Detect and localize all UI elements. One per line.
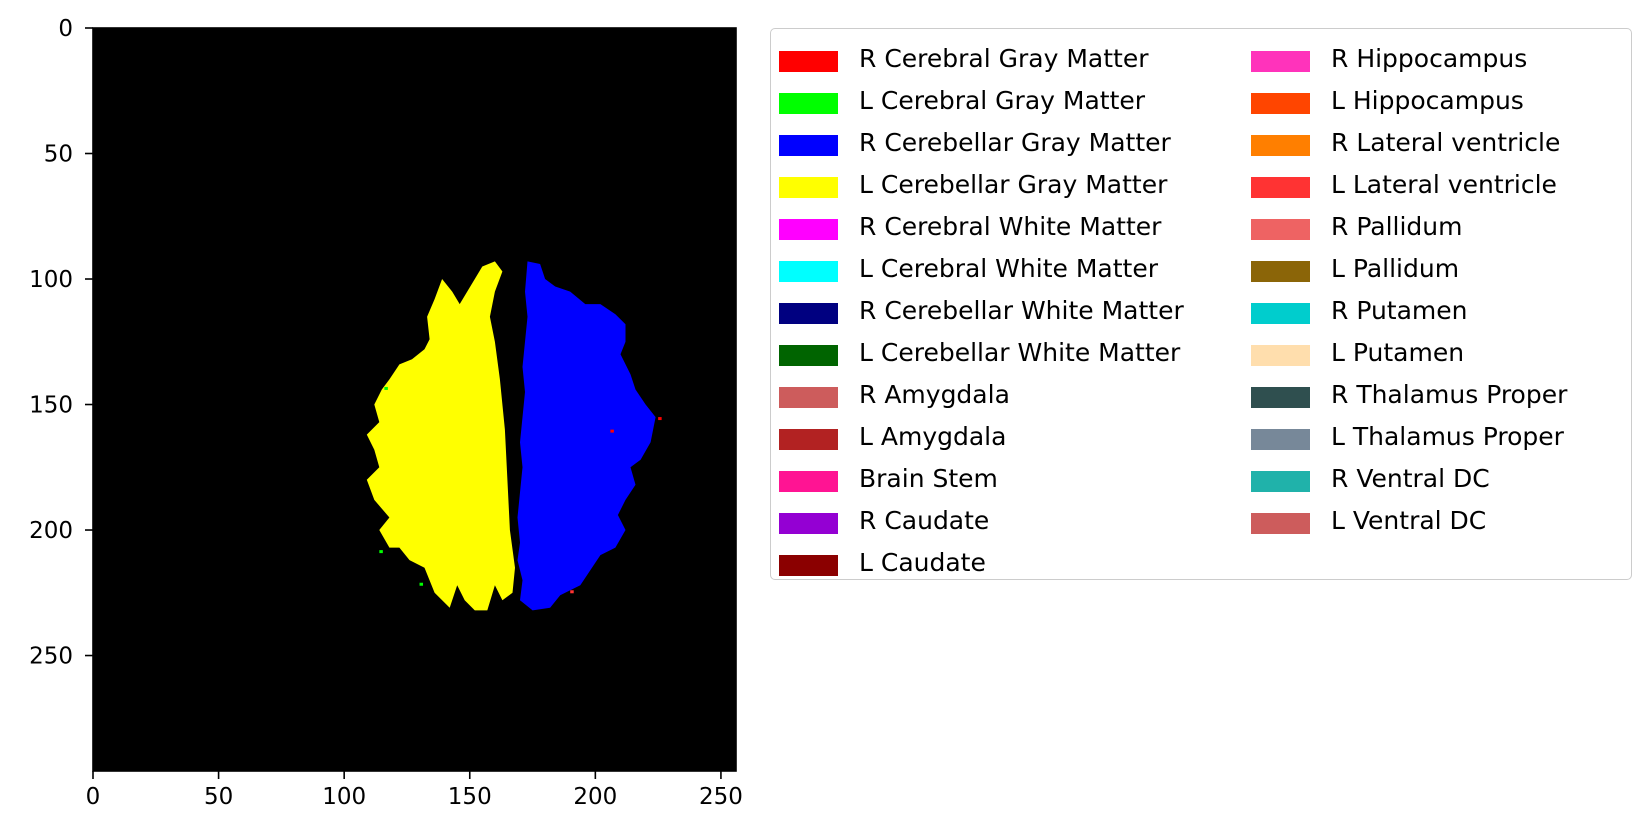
legend-label: R Hippocampus <box>1331 44 1528 73</box>
legend-label: R Pallidum <box>1331 212 1463 241</box>
legend-item-l-thalamus-proper: L Thalamus Proper <box>1243 419 1645 459</box>
y-tick-label-2: 100 <box>29 267 73 293</box>
y-tick-label-0: 0 <box>58 16 73 42</box>
legend-item-l-amygdala: L Amygdala <box>771 419 1191 459</box>
legend-swatch <box>779 135 838 156</box>
legend-item-r-cerebellar-white-matter: R Cerebellar White Matter <box>771 293 1191 333</box>
region-r-cerebral-gray-matter-pixel-0 <box>610 429 614 433</box>
legend-item-r-thalamus-proper: R Thalamus Proper <box>1243 377 1645 417</box>
legend-item-r-amygdala: R Amygdala <box>771 377 1191 417</box>
legend-swatch <box>779 219 838 240</box>
legend-label: L Caudate <box>859 548 986 577</box>
legend-label: R Thalamus Proper <box>1331 380 1568 409</box>
legend-swatch <box>1251 513 1310 534</box>
legend-label: L Amygdala <box>859 422 1007 451</box>
legend-swatch <box>1251 471 1310 492</box>
legend-item-r-cerebellar-gray-matter: R Cerebellar Gray Matter <box>771 125 1191 165</box>
legend-label: L Cerebral Gray Matter <box>859 86 1146 115</box>
legend-item-l-putamen: L Putamen <box>1243 335 1645 375</box>
legend-item-r-lateral-ventricle: R Lateral ventricle <box>1243 125 1645 165</box>
legend-item-l-hippocampus: L Hippocampus <box>1243 83 1645 123</box>
legend-item-r-hippocampus: R Hippocampus <box>1243 41 1645 81</box>
legend-item-l-pallidum: L Pallidum <box>1243 251 1645 291</box>
region-l-lateral-ventricle-pixel-0 <box>570 590 574 594</box>
legend-item-r-pallidum: R Pallidum <box>1243 209 1645 249</box>
legend-item-l-ventral-dc: L Ventral DC <box>1243 503 1645 543</box>
x-tick-label-0: 0 <box>86 784 101 810</box>
legend-label: L Cerebellar White Matter <box>859 338 1181 367</box>
axes-frame <box>92 27 737 772</box>
legend-swatch <box>779 387 838 408</box>
legend-label: L Pallidum <box>1331 254 1460 283</box>
legend-label: R Caudate <box>859 506 990 535</box>
legend-item-r-caudate: R Caudate <box>771 503 1191 543</box>
legend-swatch <box>779 51 838 72</box>
x-tick-label-3: 150 <box>448 784 492 810</box>
legend-swatch <box>779 555 838 576</box>
legend-label: L Putamen <box>1331 338 1465 367</box>
legend-label: L Cerebral White Matter <box>859 254 1158 283</box>
region-l-cerebral-gray-matter-pixel-0 <box>384 386 388 390</box>
legend-swatch <box>1251 177 1310 198</box>
region-r-cerebral-gray-matter-pixel-1 <box>658 417 662 421</box>
legend-item-l-cerebellar-white-matter: L Cerebellar White Matter <box>771 335 1191 375</box>
legend-item-r-ventral-dc: R Ventral DC <box>1243 461 1645 501</box>
legend-item-l-caudate: L Caudate <box>771 545 1191 585</box>
legend-swatch <box>779 429 838 450</box>
legend-swatch <box>779 93 838 114</box>
legend-item-l-lateral-ventricle: L Lateral ventricle <box>1243 167 1645 207</box>
legend-swatch <box>779 303 838 324</box>
legend-label: R Cerebellar White Matter <box>859 296 1184 325</box>
x-tick-label-4: 200 <box>573 784 617 810</box>
y-tick-label-4: 200 <box>29 518 73 544</box>
legend-label: L Cerebellar Gray Matter <box>859 170 1168 199</box>
region-r-cerebellar-gray-matter <box>517 261 656 611</box>
legend-label: R Cerebellar Gray Matter <box>859 128 1171 157</box>
legend-label: R Lateral ventricle <box>1331 128 1561 157</box>
legend-item-l-cerebral-gray-matter: L Cerebral Gray Matter <box>771 83 1191 123</box>
legend-label: R Ventral DC <box>1331 464 1490 493</box>
legend-swatch <box>779 261 838 282</box>
legend-swatch <box>1251 429 1310 450</box>
legend-swatch <box>779 345 838 366</box>
legend-swatch <box>1251 261 1310 282</box>
legend: R Cerebral Gray Matter L Cerebral Gray Ma… <box>770 28 1632 580</box>
legend-swatch <box>1251 387 1310 408</box>
legend-label: L Hippocampus <box>1331 86 1524 115</box>
y-tick-label-5: 250 <box>29 644 73 670</box>
legend-label: R Amygdala <box>859 380 1010 409</box>
legend-label: R Cerebral Gray Matter <box>859 44 1149 73</box>
legend-swatch <box>1251 93 1310 114</box>
legend-item-brain-stem: Brain Stem <box>771 461 1191 501</box>
x-tick-label-2: 100 <box>322 784 366 810</box>
x-tick-label-5: 250 <box>699 784 743 810</box>
legend-swatch <box>779 471 838 492</box>
legend-item-l-cerebellar-gray-matter: L Cerebellar Gray Matter <box>771 167 1191 207</box>
legend-swatch <box>1251 303 1310 324</box>
legend-label: R Putamen <box>1331 296 1468 325</box>
region-l-cerebral-gray-matter-pixel-1 <box>379 550 383 554</box>
legend-item-r-cerebral-gray-matter: R Cerebral Gray Matter <box>771 41 1191 81</box>
y-tick-label-1: 50 <box>44 142 73 168</box>
legend-label: L Thalamus Proper <box>1331 422 1564 451</box>
region-l-cerebral-gray-matter-pixel-2 <box>419 582 424 586</box>
legend-swatch <box>1251 345 1310 366</box>
x-tick-label-1: 50 <box>204 784 233 810</box>
legend-swatch <box>1251 51 1310 72</box>
legend-label: R Cerebral White Matter <box>859 212 1162 241</box>
legend-item-l-cerebral-white-matter: L Cerebral White Matter <box>771 251 1191 291</box>
legend-label: L Ventral DC <box>1331 506 1487 535</box>
legend-swatch <box>1251 219 1310 240</box>
y-tick-label-3: 150 <box>29 393 73 419</box>
region-l-cerebellar-gray-matter <box>366 261 515 611</box>
legend-item-r-cerebral-white-matter: R Cerebral White Matter <box>771 209 1191 249</box>
legend-label: L Lateral ventricle <box>1331 170 1557 199</box>
legend-label: Brain Stem <box>859 464 998 493</box>
legend-swatch <box>779 177 838 198</box>
legend-swatch <box>779 513 838 534</box>
legend-item-r-putamen: R Putamen <box>1243 293 1645 333</box>
legend-swatch <box>1251 135 1310 156</box>
